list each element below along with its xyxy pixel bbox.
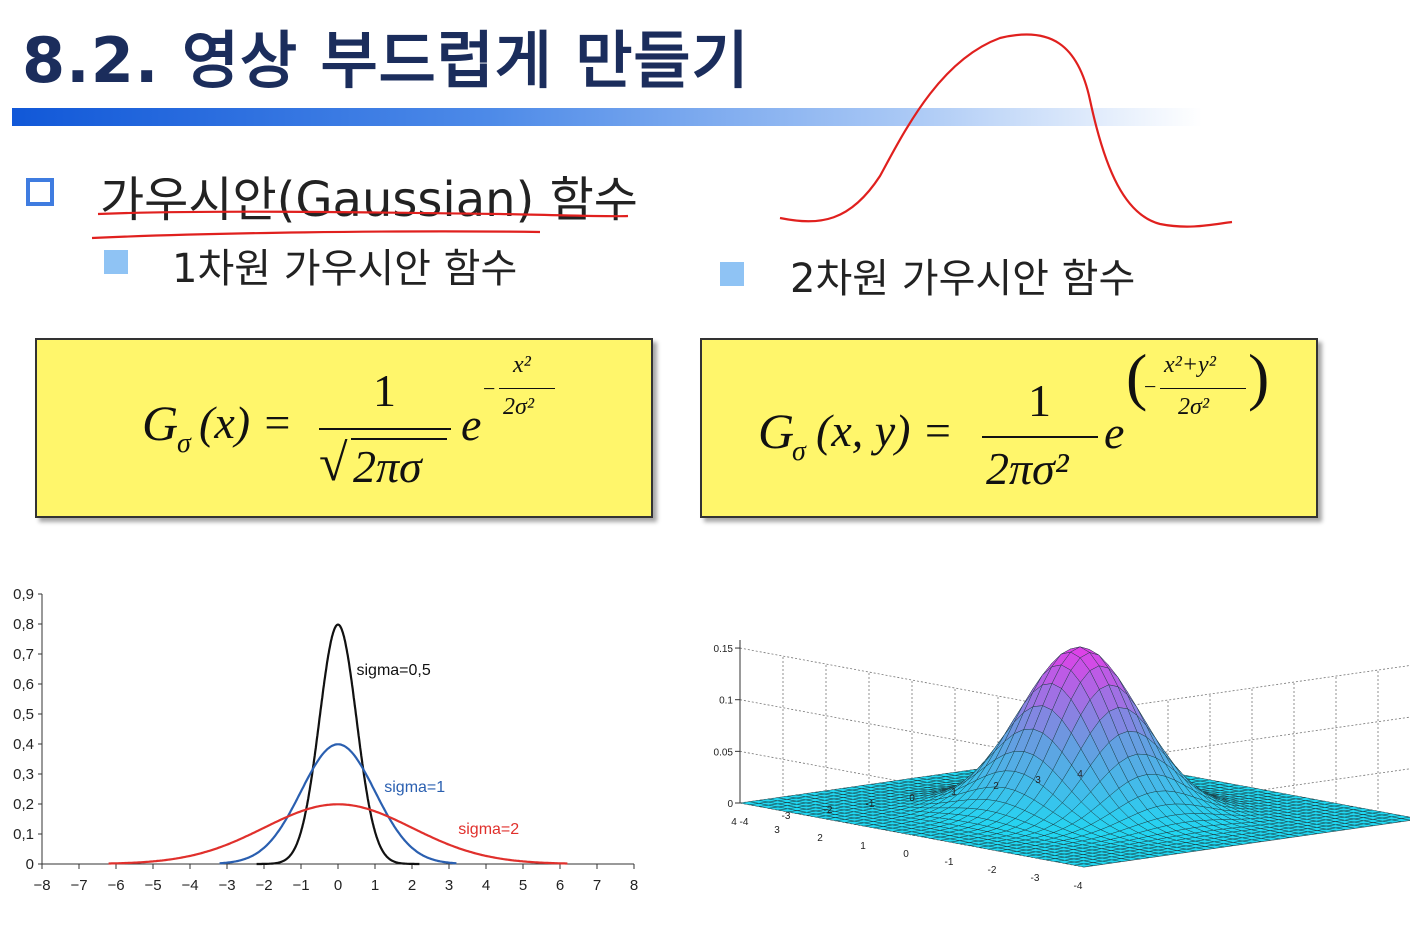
x-tick-label: 0 xyxy=(334,877,342,894)
formula2-exp-close: ) xyxy=(1248,341,1270,412)
x-tick-label: 0 xyxy=(903,849,909,860)
y-tick-label: 0,6 xyxy=(13,676,34,693)
series-line-2 xyxy=(219,743,457,865)
x-tick-label: 2 xyxy=(408,877,416,894)
x-tick-label: −7 xyxy=(70,877,87,894)
formula2-exp-bar xyxy=(1160,388,1246,389)
formula2-exp-open: ( xyxy=(1126,341,1148,412)
formula2-exp-num: x²+y² xyxy=(1164,352,1216,378)
y-tick-label: 0,4 xyxy=(13,736,34,753)
y-tick-label: -2 xyxy=(824,805,833,816)
sub-label-2d: 2차원 가우시안 함수 xyxy=(790,256,1136,302)
series-line-1 xyxy=(256,623,420,866)
sub-bullet-2d-icon xyxy=(720,262,744,286)
y-tick-label: 4 xyxy=(1077,769,1083,780)
z-tick-label: 0.1 xyxy=(719,696,733,707)
z-tick-label: 0.05 xyxy=(714,747,734,758)
formula1-sub: σ xyxy=(177,428,191,459)
y-tick-label: 2 xyxy=(993,781,999,792)
square-bullet-icon xyxy=(26,178,54,206)
sub-label-1d: 1차원 가우시안 함수 xyxy=(172,246,518,292)
x-tick-label: 2 xyxy=(817,833,823,844)
x-tick-label: -4 xyxy=(1074,881,1083,892)
x-tick-label: -2 xyxy=(988,865,997,876)
formula1-sqrt: √ xyxy=(319,435,348,492)
x-tick-label: 8 xyxy=(630,877,638,894)
y-tick-label: 0,5 xyxy=(13,706,34,723)
x-tick-label: 1 xyxy=(860,841,866,852)
y-tick-label: 0,1 xyxy=(13,826,34,843)
formula1-exp-bar xyxy=(499,388,555,389)
x-tick-label: −2 xyxy=(255,877,272,894)
x-tick-label: -3 xyxy=(1031,873,1040,884)
formula2-lhs: G xyxy=(758,403,795,459)
series-label-1: sigma=0,5 xyxy=(357,662,431,679)
x-tick-label: −4 xyxy=(181,877,198,894)
formula1-den: 2πσ xyxy=(353,441,422,492)
formula-box-2d: G σ (x, y) = 1 2πσ² e ( − x²+y² 2σ² ) xyxy=(700,338,1318,518)
formula1-sqrt-bar xyxy=(351,438,447,440)
gaussian-1d-chart: 0 0,1 0,2 0,3 0,4 0,5 0,6 0,7 0,8 0,9 −8 −7 −6 −5 −4 −3… xyxy=(13,586,638,894)
y-tick-label: 0,8 xyxy=(13,616,34,633)
x-tick-label: 4 xyxy=(731,817,737,828)
y-tick-label: 3 xyxy=(1035,775,1041,786)
formula2-num: 1 xyxy=(1028,375,1051,426)
y-tick-label: 0 xyxy=(26,856,34,873)
x-tick-label: 1 xyxy=(371,877,379,894)
formula2-e: e xyxy=(1104,407,1125,458)
y-tick-label: 0,3 xyxy=(13,766,34,783)
z-tick-label: 0.15 xyxy=(714,644,734,655)
ink-bell-curve xyxy=(779,33,1233,228)
y-tick-label: -1 xyxy=(866,799,875,810)
formula1-exp-num: x² xyxy=(513,352,531,378)
sub-bullet-1d-icon xyxy=(104,250,128,274)
formula1-exp-den: 2σ² xyxy=(503,394,535,420)
z-tick-label: 0 xyxy=(727,799,733,810)
formula2-den: 2πσ² xyxy=(986,443,1069,494)
y-tick-label: 1 xyxy=(951,787,957,798)
series-label-2: sigma=1 xyxy=(384,779,445,796)
x-tick-label: -1 xyxy=(945,857,954,868)
formula2-exp-minus: − xyxy=(1144,374,1157,399)
formula2-args: (x, y) = xyxy=(816,405,954,456)
formula1-num: 1 xyxy=(373,365,396,416)
formula1-e: e xyxy=(461,399,482,450)
x-tick-label: 4 xyxy=(482,877,490,894)
y-tick-label: 0,2 xyxy=(13,796,34,813)
x-tick-label: 5 xyxy=(519,877,527,894)
x-tick-label: −1 xyxy=(292,877,309,894)
series-line-3 xyxy=(108,803,568,865)
x-tick-label: −3 xyxy=(218,877,235,894)
surface-cell xyxy=(1074,863,1094,868)
gaussian-2d-surface-chart: 0 0.05 0.1 0.15 4 3 2 1 0 -1 -2 -3 -4 -4 -3 -2 -1 0 1 2 3 4 xyxy=(714,640,1410,892)
page-title: 8.2. 영상 부드럽게 만들기 xyxy=(22,24,750,97)
formula2-sub: σ xyxy=(792,436,806,467)
x-tick-label: −6 xyxy=(107,877,124,894)
formula2-exp-den: 2σ² xyxy=(1178,394,1210,420)
formula1-exp-minus: − xyxy=(483,376,496,401)
x-tick-label: 3 xyxy=(445,877,453,894)
y-tick-label: -4 xyxy=(740,817,749,828)
x-tick-label: 3 xyxy=(774,825,780,836)
title-underline-bar xyxy=(12,108,1202,126)
series-label-3: sigma=2 xyxy=(458,821,519,838)
section-heading: 가우시안(Gaussian) 함수 xyxy=(100,172,638,228)
formula1-fraction-bar xyxy=(319,428,451,430)
formula1-lhs: G xyxy=(142,395,179,451)
y-tick-label: -3 xyxy=(782,811,791,822)
formula1-args: (x) = xyxy=(199,397,293,448)
formula-box-1d: G σ (x) = 1 √ 2πσ e − x² 2σ² xyxy=(35,338,653,518)
surface-mesh xyxy=(739,646,1410,868)
y-tick-label: 0,7 xyxy=(13,646,34,663)
x-tick-label: 6 xyxy=(556,877,564,894)
formula2-fraction-bar xyxy=(982,436,1098,438)
x-tick-label: −5 xyxy=(144,877,161,894)
x-tick-label: −8 xyxy=(33,877,50,894)
y-tick-label: 0 xyxy=(909,793,915,804)
y-tick-label: 0,9 xyxy=(13,586,34,603)
x-tick-label: 7 xyxy=(593,877,601,894)
